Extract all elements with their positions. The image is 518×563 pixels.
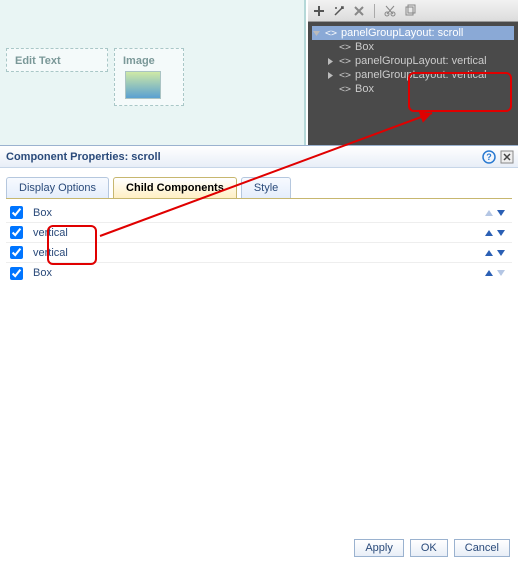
tree-node-child[interactable]: <> Box <box>312 40 514 54</box>
toolbar-divider <box>374 4 375 18</box>
tab-display-options[interactable]: Display Options <box>6 177 109 198</box>
tag-icon: <> <box>325 28 337 39</box>
svg-text:?: ? <box>486 152 492 162</box>
visibility-checkbox[interactable] <box>10 226 23 239</box>
move-down-icon[interactable] <box>496 248 506 258</box>
cancel-button[interactable]: Cancel <box>454 539 510 557</box>
child-name: Box <box>33 207 484 219</box>
child-name: vertical <box>33 247 484 259</box>
cut-icon[interactable] <box>383 4 397 18</box>
visibility-checkbox[interactable] <box>10 267 23 280</box>
list-item: Box <box>6 203 512 223</box>
move-up-icon[interactable] <box>484 268 494 278</box>
apply-button[interactable]: Apply <box>354 539 404 557</box>
child-name: Box <box>33 267 484 279</box>
magic-icon[interactable] <box>332 4 346 18</box>
tree-node-root[interactable]: <> panelGroupLayout: scroll <box>312 26 514 40</box>
tab-child-components[interactable]: Child Components <box>113 177 237 198</box>
editor-canvas: Edit Text Image <box>0 0 306 145</box>
editor-and-tree-region: Edit Text Image <> panelGroupLayout: scro… <box>0 0 518 145</box>
annotation-list-highlight <box>47 225 97 265</box>
dialog-tabs: Display OptionsChild ComponentsStyle <box>0 168 518 198</box>
image-placeholder-label: Image <box>123 55 155 67</box>
tag-icon: <> <box>339 56 351 67</box>
tab-style[interactable]: Style <box>241 177 291 198</box>
move-down-icon[interactable] <box>496 208 506 218</box>
tree-node-label: Box <box>355 83 374 95</box>
tag-icon: <> <box>339 70 351 81</box>
edit-text-placeholder[interactable]: Edit Text <box>6 48 108 72</box>
help-icon[interactable]: ? <box>482 150 496 164</box>
move-up-icon <box>484 208 494 218</box>
copy-icon[interactable] <box>403 4 417 18</box>
visibility-checkbox[interactable] <box>10 246 23 259</box>
move-down-icon[interactable] <box>496 228 506 238</box>
visibility-checkbox[interactable] <box>10 206 23 219</box>
close-icon[interactable] <box>500 150 514 164</box>
ok-button[interactable]: OK <box>410 539 448 557</box>
tag-icon: <> <box>339 42 351 53</box>
structure-toolbar <box>308 0 518 22</box>
dialog-titlebar: Component Properties: scroll ? <box>0 146 518 168</box>
dialog-title: Component Properties: scroll <box>6 151 161 163</box>
structure-panel: <> panelGroupLayout: scroll <> Box <> panelGr… <box>308 0 518 145</box>
tree-node-label: panelGroupLayout: vertical <box>355 55 486 67</box>
image-placeholder[interactable]: Image <box>114 48 184 106</box>
tree-node-child[interactable]: <> panelGroupLayout: vertical <box>312 54 514 68</box>
child-name: vertical <box>33 227 484 239</box>
plus-icon[interactable] <box>312 4 326 18</box>
dialog-buttons: Apply OK Cancel <box>354 539 510 557</box>
move-up-icon[interactable] <box>484 228 494 238</box>
move-down-icon <box>496 268 506 278</box>
move-up-icon[interactable] <box>484 248 494 258</box>
tree-node-label: panelGroupLayout: scroll <box>341 27 463 39</box>
tree-node-label: Box <box>355 41 374 53</box>
image-thumb <box>125 71 161 99</box>
tag-icon: <> <box>339 84 351 95</box>
component-properties-dialog: Component Properties: scroll ? Display O… <box>0 145 518 563</box>
annotation-tree-highlight <box>408 72 512 112</box>
delete-icon[interactable] <box>352 4 366 18</box>
list-item: Box <box>6 263 512 283</box>
